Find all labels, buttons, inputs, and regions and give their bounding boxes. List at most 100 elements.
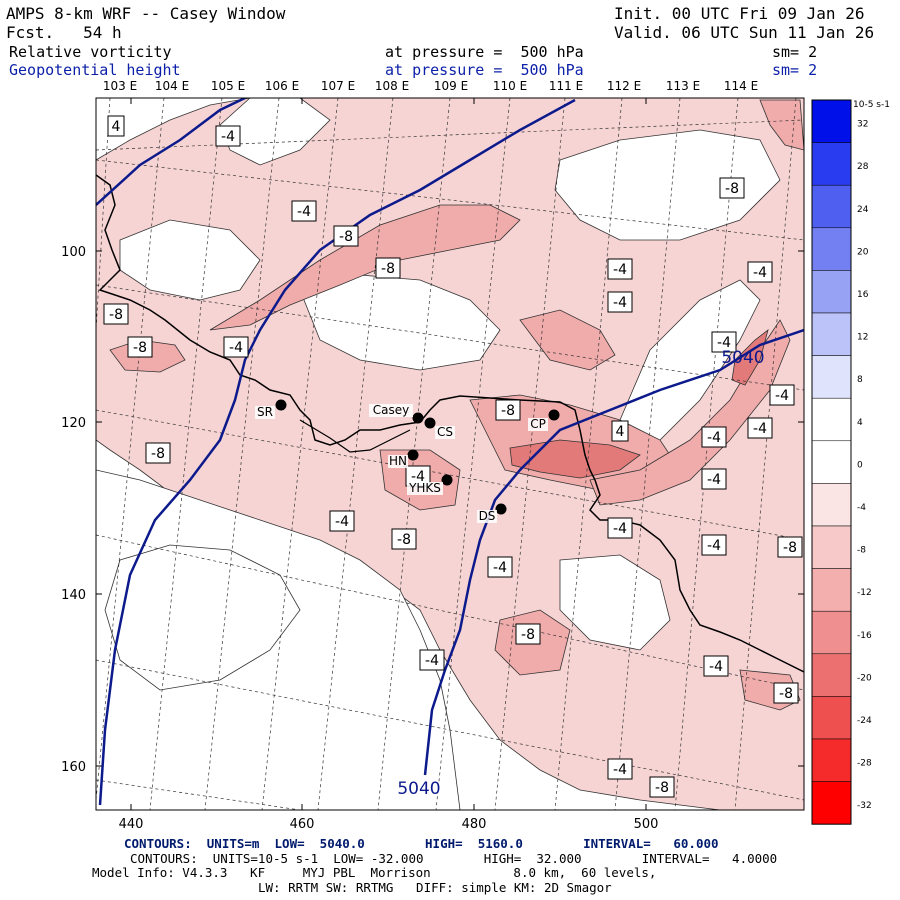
contour-label: -8 [495,399,521,421]
colorbar-label: 16 [857,290,869,300]
contour-label: -8 [145,442,171,464]
contour-labels: 4 -4 -4 -8 -8 -4 -8 -4 -4 -8 -8 -4 -4 -4 -8 4 -4 -4 -8 -4 -4… [103,115,803,798]
svg-text:-4: -4 [613,762,627,778]
station-casey: Casey [369,403,424,424]
colorbar-segment [811,738,852,782]
svg-text:-8: -8 [779,686,793,702]
colorbar-segment [811,525,852,569]
colorbar-label: 28 [857,162,869,172]
station-marker [441,474,453,486]
station-cp: CP [528,409,560,431]
footer-contours-height: CONTOURS: UNITS=m LOW= 5040.0 HIGH= 5160… [124,836,719,851]
contour-label: -4 [607,517,633,539]
svg-text:-4: -4 [297,204,311,220]
colorbar-label: -4 [857,503,866,513]
title: AMPS 8-km WRF -- Casey Window [6,4,286,23]
station-yhks: YHKS [407,474,453,495]
colorbar-label: 8 [857,375,863,385]
contour-label: -4 [701,426,727,448]
lon-label: 111 E [549,79,583,93]
contour-label: -8 [391,528,417,550]
svg-text:-4: -4 [425,653,439,669]
field1-name: Relative vorticity [9,43,172,61]
colorbar-label: 24 [857,205,869,215]
svg-text:-8: -8 [655,780,669,796]
station-label: CS [437,425,453,439]
forecast-hour: Fcst. 54 h [6,23,122,42]
colorbar-segment [811,483,852,527]
svg-text:-8: -8 [783,540,797,556]
svg-text:-4: -4 [707,430,721,446]
colorbar-segment [811,227,852,271]
svg-text:-8: -8 [521,627,535,643]
station-marker [548,409,560,421]
contour-label: 4 [107,115,125,137]
lon-label: 104 E [155,79,189,93]
svg-text:4: 4 [616,424,625,440]
colorbar-label: -32 [857,801,872,811]
colorbar-label: -8 [857,546,866,556]
colorbar-segment [811,653,852,697]
svg-text:-8: -8 [501,403,515,419]
vort-region-mid [209,204,521,331]
lon-label: 107 E [321,79,355,93]
contour-label: -4 [405,465,431,487]
height-contours [96,98,804,806]
contour-label: -8 [649,776,675,798]
colorbar-segment [811,568,852,612]
x-tick-label: 500 [634,817,659,832]
contour-label: -4 [215,125,241,147]
contour-label: -4 [223,336,249,358]
contour-label: -8 [375,257,401,279]
station-marker [412,412,424,424]
contour-label: -8 [777,536,803,558]
contour-label: -8 [773,682,799,704]
lon-label: 110 E [493,79,527,93]
svg-text:-8: -8 [725,181,739,197]
field2-level: at pressure = 500 hPa [385,61,584,79]
colorbar-label: 4 [857,418,863,428]
svg-text:-4: -4 [613,521,627,537]
colorbar-segment [811,696,852,740]
contour-label: -4 [607,291,633,313]
x-tick-label: 440 [119,817,144,832]
contour-label: -8 [515,623,541,645]
svg-text:-4: -4 [775,388,789,404]
colorbar-segment [811,270,852,314]
svg-text:-4: -4 [707,538,721,554]
colorbar-label: -12 [857,588,872,598]
svg-text:-4: -4 [613,295,627,311]
station-label: SR [257,405,273,419]
svg-text:-4: -4 [707,472,721,488]
colorbar-segment [811,781,852,825]
station-sr: SR [255,399,287,419]
contour-label: -4 [607,758,633,780]
contour-label: -8 [103,303,129,325]
height-label: 5040 [397,779,440,799]
station-marker [495,503,507,515]
contour-label: -4 [769,384,795,406]
lon-label: 105 E [211,79,245,93]
svg-text:-8: -8 [109,307,123,323]
field2-smooth: sm= 2 [772,61,818,79]
station-label: HN [389,454,407,468]
colorbar-segment [811,99,852,143]
lon-label: 114 E [724,79,758,93]
station-marker [275,399,287,411]
colorbar-label: 20 [857,247,869,257]
colorbar-segment [811,610,852,655]
colorbar-units: 10-5 s-1 [853,100,890,110]
contour-label: -4 [747,261,773,283]
lon-label: 113 E [666,79,700,93]
y-tick-label: 160 [61,760,86,775]
svg-text:-4: -4 [709,659,723,675]
svg-text:-4: -4 [753,421,767,437]
svg-text:-4: -4 [229,340,243,356]
lon-label: 112 E [607,79,641,93]
contour-label: -4 [747,417,773,439]
svg-text:-4: -4 [335,514,349,530]
contour-label: -8 [127,336,153,358]
station-label: YHKS [408,481,441,495]
